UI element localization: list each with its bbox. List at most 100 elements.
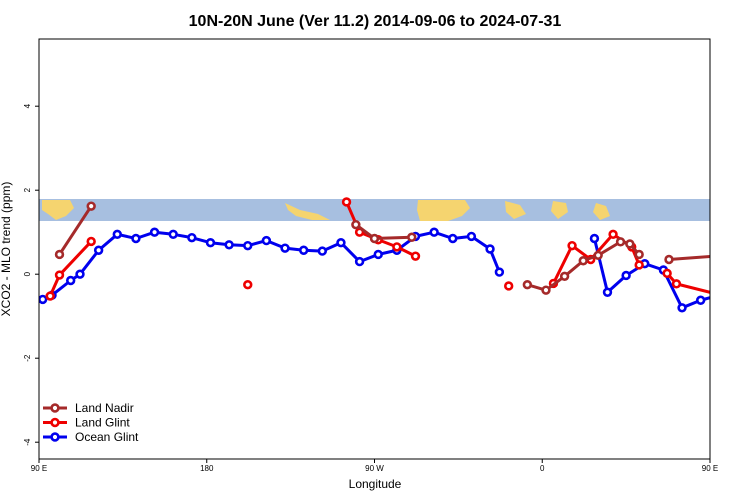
data-point — [615, 237, 626, 247]
y-axis-label: XCO2 - MLO trend (ppm) — [0, 182, 13, 317]
data-point — [429, 227, 439, 237]
y-tick-label: 2 — [23, 187, 32, 192]
y-tick-label: 4 — [23, 103, 32, 108]
data-point — [86, 201, 96, 211]
legend-swatch-marker — [50, 432, 60, 442]
data-point — [494, 267, 505, 277]
data-point — [735, 251, 742, 258]
data-point — [351, 219, 361, 230]
y-tick-label: -2 — [23, 354, 32, 362]
data-point — [65, 275, 76, 286]
data-point — [466, 231, 477, 242]
data-point — [621, 270, 631, 281]
data-point — [149, 227, 160, 237]
data-point — [608, 229, 618, 240]
y-tick-label: -4 — [23, 438, 32, 446]
series-ocean-glint — [39, 227, 742, 313]
series-layer — [39, 197, 742, 313]
data-point — [336, 238, 346, 248]
data-point — [373, 249, 383, 260]
series-line — [666, 272, 710, 294]
data-point — [341, 197, 352, 207]
data-point — [559, 271, 570, 281]
data-point — [54, 270, 65, 280]
series-line — [42, 230, 501, 301]
data-point — [567, 240, 577, 251]
data-point — [589, 233, 600, 244]
data-point — [602, 287, 613, 297]
x-axis: 90 E 180 90 W 0 90 E — [31, 459, 718, 473]
x-tick-label: 90 W — [365, 464, 384, 473]
x-tick-label: 90 E — [31, 464, 47, 473]
data-point — [695, 295, 706, 305]
land-shape — [551, 201, 568, 219]
data-point — [369, 233, 380, 244]
data-point — [410, 251, 421, 261]
data-point — [677, 303, 687, 313]
data-point — [93, 245, 104, 255]
series-land-nadir — [54, 201, 742, 295]
data-point — [45, 291, 55, 301]
series-line — [592, 238, 710, 310]
data-point — [112, 229, 122, 240]
x-axis-label: Longitude — [349, 477, 402, 491]
map-band — [39, 199, 710, 221]
data-point — [541, 285, 551, 295]
data-point — [131, 233, 141, 244]
data-point — [317, 246, 328, 256]
data-point — [280, 243, 290, 253]
y-tick-label: 0 — [23, 271, 32, 276]
data-point — [593, 250, 603, 261]
data-point — [168, 229, 178, 240]
data-point — [504, 281, 514, 291]
x-tick-label: 90 E — [702, 464, 718, 473]
data-point — [224, 240, 234, 250]
land-shape — [285, 203, 330, 220]
y-axis: -4 -2 0 2 4 — [23, 103, 39, 446]
data-point — [187, 232, 197, 243]
data-point — [485, 244, 495, 254]
data-point — [722, 293, 729, 300]
series-land-glint — [45, 197, 736, 301]
data-point — [243, 280, 253, 290]
legend-label: Land Glint — [75, 416, 130, 430]
x-tick-label: 0 — [540, 464, 545, 473]
data-point — [522, 280, 533, 290]
x-tick-label: 180 — [200, 464, 214, 473]
data-point — [86, 236, 96, 247]
map-land — [42, 200, 610, 221]
land-shape — [42, 200, 74, 220]
series-line — [58, 205, 93, 256]
series-line — [526, 240, 641, 292]
data-point — [671, 279, 682, 289]
data-point — [634, 260, 644, 270]
data-point — [392, 242, 402, 252]
chart-title: 10N-20N June (Ver 11.2) 2014-09-06 to 20… — [189, 13, 562, 30]
map-ocean — [39, 199, 710, 221]
data-point — [578, 256, 588, 266]
data-point — [729, 271, 736, 278]
data-point — [625, 239, 635, 249]
legend-swatch-marker — [50, 417, 60, 428]
data-point — [261, 235, 272, 246]
data-point — [243, 240, 253, 251]
data-point — [407, 232, 417, 242]
data-point — [735, 277, 742, 284]
land-shape — [417, 200, 470, 221]
data-point — [298, 245, 309, 255]
data-point — [448, 233, 458, 244]
data-point — [75, 269, 85, 279]
data-point — [716, 292, 723, 299]
legend-label: Ocean Glint — [75, 430, 139, 444]
series-line — [354, 223, 412, 240]
series-line — [668, 254, 710, 261]
land-shape — [593, 203, 610, 220]
data-point — [205, 238, 216, 248]
land-shape — [505, 201, 526, 219]
legend-swatch-marker — [50, 403, 60, 413]
data-point — [39, 294, 48, 305]
data-point — [54, 249, 65, 260]
data-point — [354, 256, 365, 267]
